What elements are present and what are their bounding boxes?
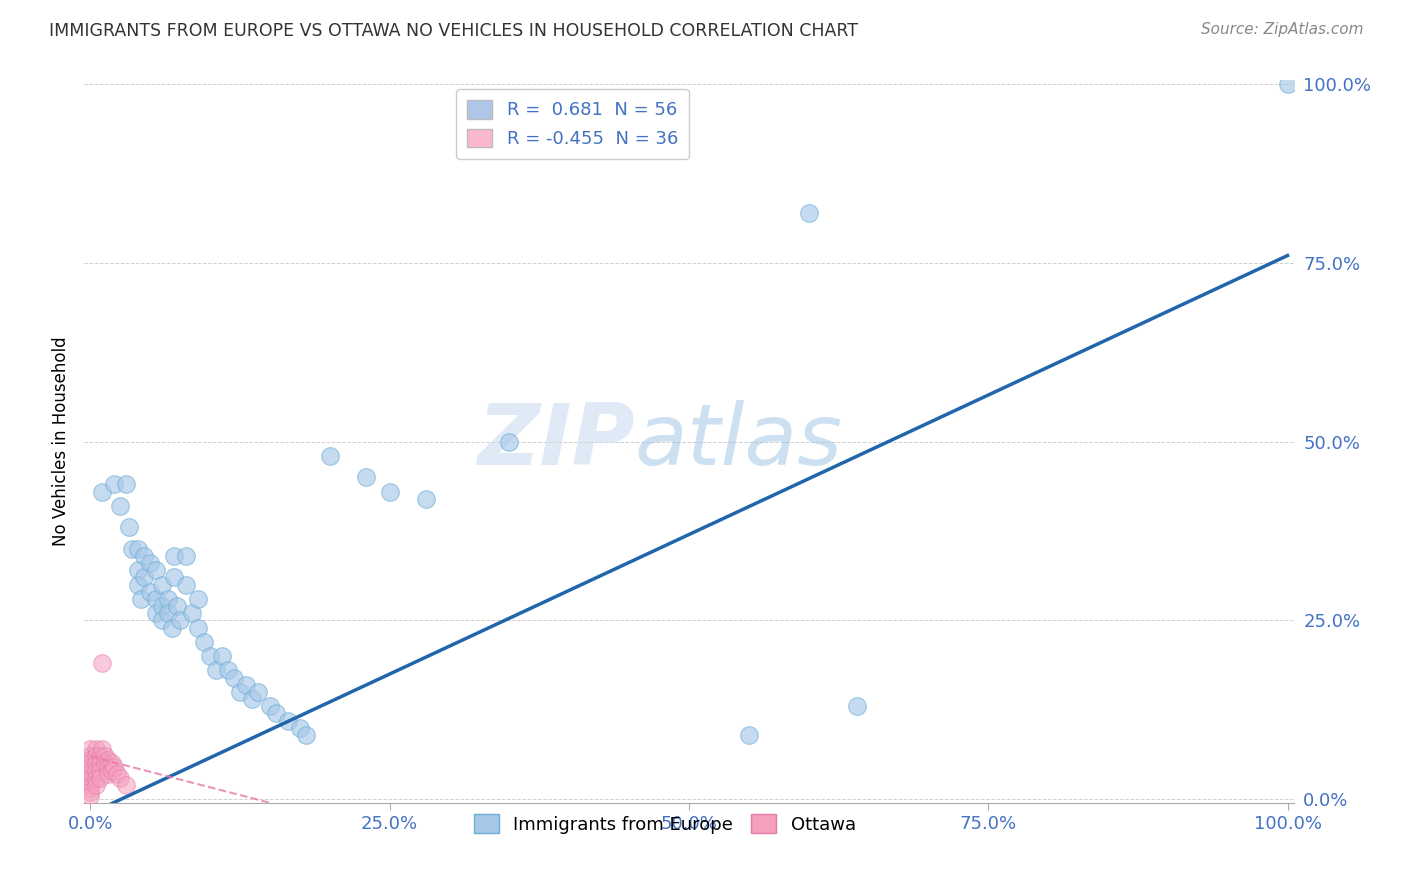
Point xyxy=(97,760,120,774)
Point xyxy=(134,570,156,584)
Point xyxy=(115,778,138,792)
Point xyxy=(240,692,263,706)
Point xyxy=(797,205,820,219)
Point xyxy=(246,685,269,699)
Point xyxy=(121,541,143,556)
Point xyxy=(150,613,173,627)
Point xyxy=(86,764,108,778)
Point xyxy=(205,664,228,678)
Point xyxy=(103,477,125,491)
Point xyxy=(163,570,186,584)
Point xyxy=(157,591,180,606)
Point xyxy=(79,771,101,785)
Point xyxy=(79,742,101,756)
Point xyxy=(139,584,162,599)
Text: Source: ZipAtlas.com: Source: ZipAtlas.com xyxy=(1201,22,1364,37)
Point xyxy=(79,785,101,799)
Point xyxy=(86,756,108,771)
Point xyxy=(295,728,318,742)
Point xyxy=(79,774,101,789)
Point xyxy=(217,664,239,678)
Point xyxy=(127,563,149,577)
Point xyxy=(222,671,245,685)
Point xyxy=(198,649,221,664)
Point xyxy=(86,778,108,792)
Point xyxy=(145,563,167,577)
Point xyxy=(145,591,167,606)
Point xyxy=(86,742,108,756)
Point xyxy=(187,591,209,606)
Point xyxy=(118,520,141,534)
Point xyxy=(89,771,111,785)
Point xyxy=(79,767,101,781)
Point xyxy=(79,778,101,792)
Point xyxy=(97,753,120,767)
Point xyxy=(415,491,437,506)
Point xyxy=(91,484,114,499)
Point xyxy=(93,749,115,764)
Point xyxy=(110,771,132,785)
Point xyxy=(160,621,183,635)
Point xyxy=(89,764,111,778)
Point xyxy=(79,760,101,774)
Point xyxy=(79,764,101,778)
Point xyxy=(150,577,173,591)
Point xyxy=(79,789,101,803)
Point xyxy=(174,577,197,591)
Point xyxy=(115,477,138,491)
Point xyxy=(174,549,197,563)
Point xyxy=(845,699,868,714)
Point xyxy=(738,728,761,742)
Point xyxy=(354,470,377,484)
Point xyxy=(157,606,180,620)
Point xyxy=(193,635,215,649)
Point xyxy=(79,753,101,767)
Text: ZIP: ZIP xyxy=(477,400,634,483)
Point xyxy=(101,756,124,771)
Point xyxy=(93,756,115,771)
Point xyxy=(101,764,124,778)
Point xyxy=(127,541,149,556)
Point xyxy=(187,621,209,635)
Point xyxy=(91,742,114,756)
Point xyxy=(97,767,120,781)
Point xyxy=(319,449,342,463)
Point xyxy=(163,549,186,563)
Point xyxy=(79,781,101,796)
Point xyxy=(229,685,252,699)
Point xyxy=(498,434,520,449)
Legend: Immigrants from Europe, Ottawa: Immigrants from Europe, Ottawa xyxy=(467,807,863,841)
Point xyxy=(86,749,108,764)
Point xyxy=(150,599,173,613)
Point xyxy=(181,606,204,620)
Point xyxy=(235,678,257,692)
Point xyxy=(91,657,114,671)
Point xyxy=(277,714,299,728)
Point xyxy=(169,613,191,627)
Y-axis label: No Vehicles in Household: No Vehicles in Household xyxy=(52,336,70,547)
Point xyxy=(145,606,167,620)
Point xyxy=(1277,77,1299,91)
Point xyxy=(89,749,111,764)
Point xyxy=(105,767,128,781)
Point xyxy=(288,721,311,735)
Point xyxy=(103,760,125,774)
Point xyxy=(79,756,101,771)
Point xyxy=(134,549,156,563)
Point xyxy=(259,699,281,714)
Point xyxy=(139,556,162,570)
Point xyxy=(79,749,101,764)
Text: IMMIGRANTS FROM EUROPE VS OTTAWA NO VEHICLES IN HOUSEHOLD CORRELATION CHART: IMMIGRANTS FROM EUROPE VS OTTAWA NO VEHI… xyxy=(49,22,858,40)
Point xyxy=(110,499,132,513)
Point xyxy=(129,591,152,606)
Point xyxy=(86,771,108,785)
Point xyxy=(264,706,287,721)
Point xyxy=(89,756,111,771)
Point xyxy=(166,599,188,613)
Text: atlas: atlas xyxy=(634,400,842,483)
Point xyxy=(378,484,401,499)
Point xyxy=(211,649,233,664)
Point xyxy=(127,577,149,591)
